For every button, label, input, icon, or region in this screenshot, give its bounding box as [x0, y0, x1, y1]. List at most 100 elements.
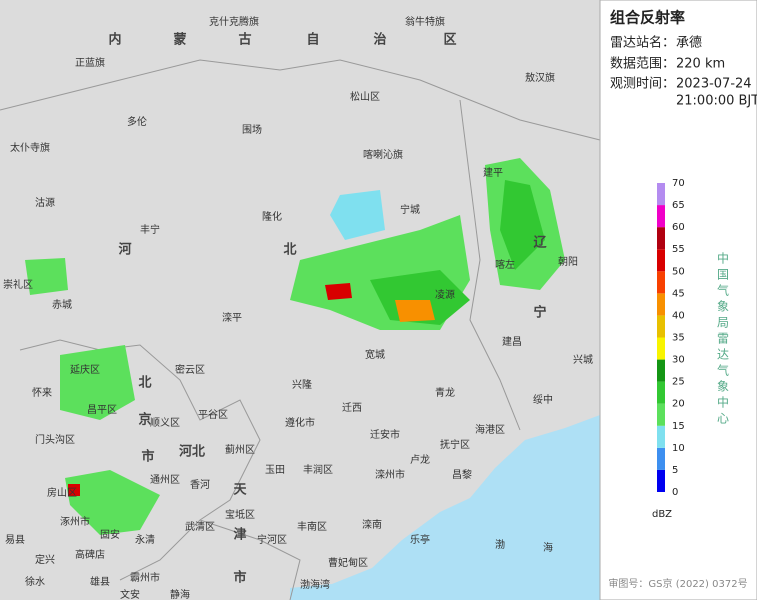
place-label: 固安 [100, 528, 120, 541]
place-label: 青龙 [435, 386, 455, 399]
legend-tick-label: 30 [672, 355, 685, 366]
place-label: 兴城 [573, 354, 593, 366]
legend-swatch [657, 425, 665, 448]
place-label: 河 [118, 242, 131, 258]
place-label: 滦南 [362, 518, 382, 531]
place-label: 自 [306, 32, 319, 48]
place-label: 卢龙 [410, 453, 430, 466]
place-label: 建平 [483, 166, 503, 179]
sea [290, 415, 600, 600]
place-label: 渤 [495, 538, 505, 551]
place-label: 区 [443, 33, 456, 48]
place-label: 昌平区 [87, 404, 117, 416]
place-label: 密云区 [175, 363, 205, 376]
place-label: 隆化 [262, 210, 282, 223]
legend-tick-label: 25 [672, 377, 685, 388]
legend-tick-label: 35 [672, 333, 685, 344]
legend-swatch [657, 183, 665, 206]
place-label: 绥中 [533, 393, 553, 406]
place-label: 太仆寺旗 [10, 141, 50, 154]
place-label: 丰润区 [303, 463, 333, 476]
row-value: 2023-07-24 [676, 77, 752, 92]
place-label: 围场 [242, 123, 262, 136]
place-label: 北 [283, 243, 296, 258]
legend-tick-label: 45 [672, 288, 685, 299]
legend-swatch [657, 271, 665, 294]
credit: 中国气象局雷达气象中心 [716, 251, 730, 428]
row-label: 数据范围： [610, 57, 675, 72]
place-label: 曹妃甸区 [328, 556, 368, 569]
place-label: 宁河区 [257, 533, 287, 546]
legend-tick-label: 0 [672, 487, 678, 498]
place-label: 易县 [5, 534, 25, 546]
place-label: 凌源 [435, 288, 455, 301]
legend-swatch [657, 227, 665, 250]
legend-tick-label: 60 [672, 222, 685, 233]
place-label: 丰宁 [140, 223, 160, 236]
place-label: 市 [141, 449, 154, 465]
place-label: 海 [543, 541, 553, 554]
place-label: 喀喇沁旗 [363, 148, 403, 161]
place-label: 市 [233, 570, 246, 586]
legend-tick-label: 70 [672, 178, 685, 189]
place-label: 津 [233, 527, 246, 543]
place-label: 天 [233, 483, 247, 498]
place-label: 朝阳 [558, 256, 578, 268]
place-label: 蓟州区 [225, 443, 255, 456]
place-label: 兴隆 [292, 378, 312, 391]
legend: 0 5 10 15 20 25 30 35 40 45 50 55 60 65 70 [657, 178, 685, 498]
place-label: 海港区 [475, 423, 505, 436]
place-label: 永清 [135, 533, 155, 546]
radar-echoes [25, 158, 565, 535]
place-label: 门头沟区 [35, 433, 75, 446]
place-label: 宝坻区 [225, 508, 255, 521]
place-label: 京 [138, 412, 151, 428]
place-label: 宁城 [400, 203, 420, 216]
place-label: 雄县 [90, 575, 110, 588]
place-label: 宽城 [365, 348, 385, 361]
legend-swatch [657, 249, 665, 272]
place-label: 迁安市 [370, 428, 400, 441]
place-label: 治 [373, 32, 386, 48]
legend-swatch [657, 315, 665, 338]
place-label: 滦州市 [375, 468, 405, 481]
place-label: 松山区 [350, 90, 380, 103]
approval: 审图号：GS京 (2022) 0372号 [608, 577, 747, 590]
legend-tick-label: 55 [672, 244, 685, 255]
row-value: 21:00:00 BJT [676, 94, 757, 109]
legend-swatch [657, 381, 665, 404]
place-label: 崇礼区 [3, 278, 33, 291]
row-value: 220 km [676, 57, 725, 72]
place-label: 高碑店 [75, 548, 105, 561]
legend-tick-label: 15 [672, 421, 685, 432]
place-label: 河北 [179, 444, 205, 460]
row-label: 观测时间： [610, 77, 675, 92]
place-label: 滦平 [222, 311, 242, 324]
place-label: 玉田 [265, 465, 285, 476]
place-label: 渤海湾 [300, 578, 330, 591]
place-label: 敖汉旗 [525, 71, 555, 84]
place-label: 静海 [170, 588, 190, 600]
legend-unit: dBZ [652, 509, 672, 520]
place-label: 翁牛特旗 [405, 15, 445, 28]
legend-swatch [657, 337, 665, 360]
place-label: 乐亭 [410, 533, 430, 546]
place-label: 文安 [120, 588, 140, 600]
panel-title: 组合反射率 [610, 9, 685, 27]
legend-swatch [657, 205, 665, 228]
legend-swatch [657, 403, 665, 426]
place-label: 抚宁区 [440, 438, 470, 451]
place-label: 遵化市 [285, 416, 315, 429]
place-label: 昌黎 [452, 468, 472, 481]
place-label: 沽源 [35, 196, 55, 209]
place-label: 宁 [533, 305, 546, 321]
place-label: 平谷区 [198, 409, 228, 421]
legend-tick-label: 50 [672, 266, 685, 277]
legend-tick-label: 20 [672, 399, 685, 410]
place-label: 内 [108, 32, 121, 48]
place-label: 正蓝旗 [75, 56, 105, 69]
row-label: 雷达站名： [610, 35, 675, 51]
place-label: 顺义区 [150, 417, 180, 429]
